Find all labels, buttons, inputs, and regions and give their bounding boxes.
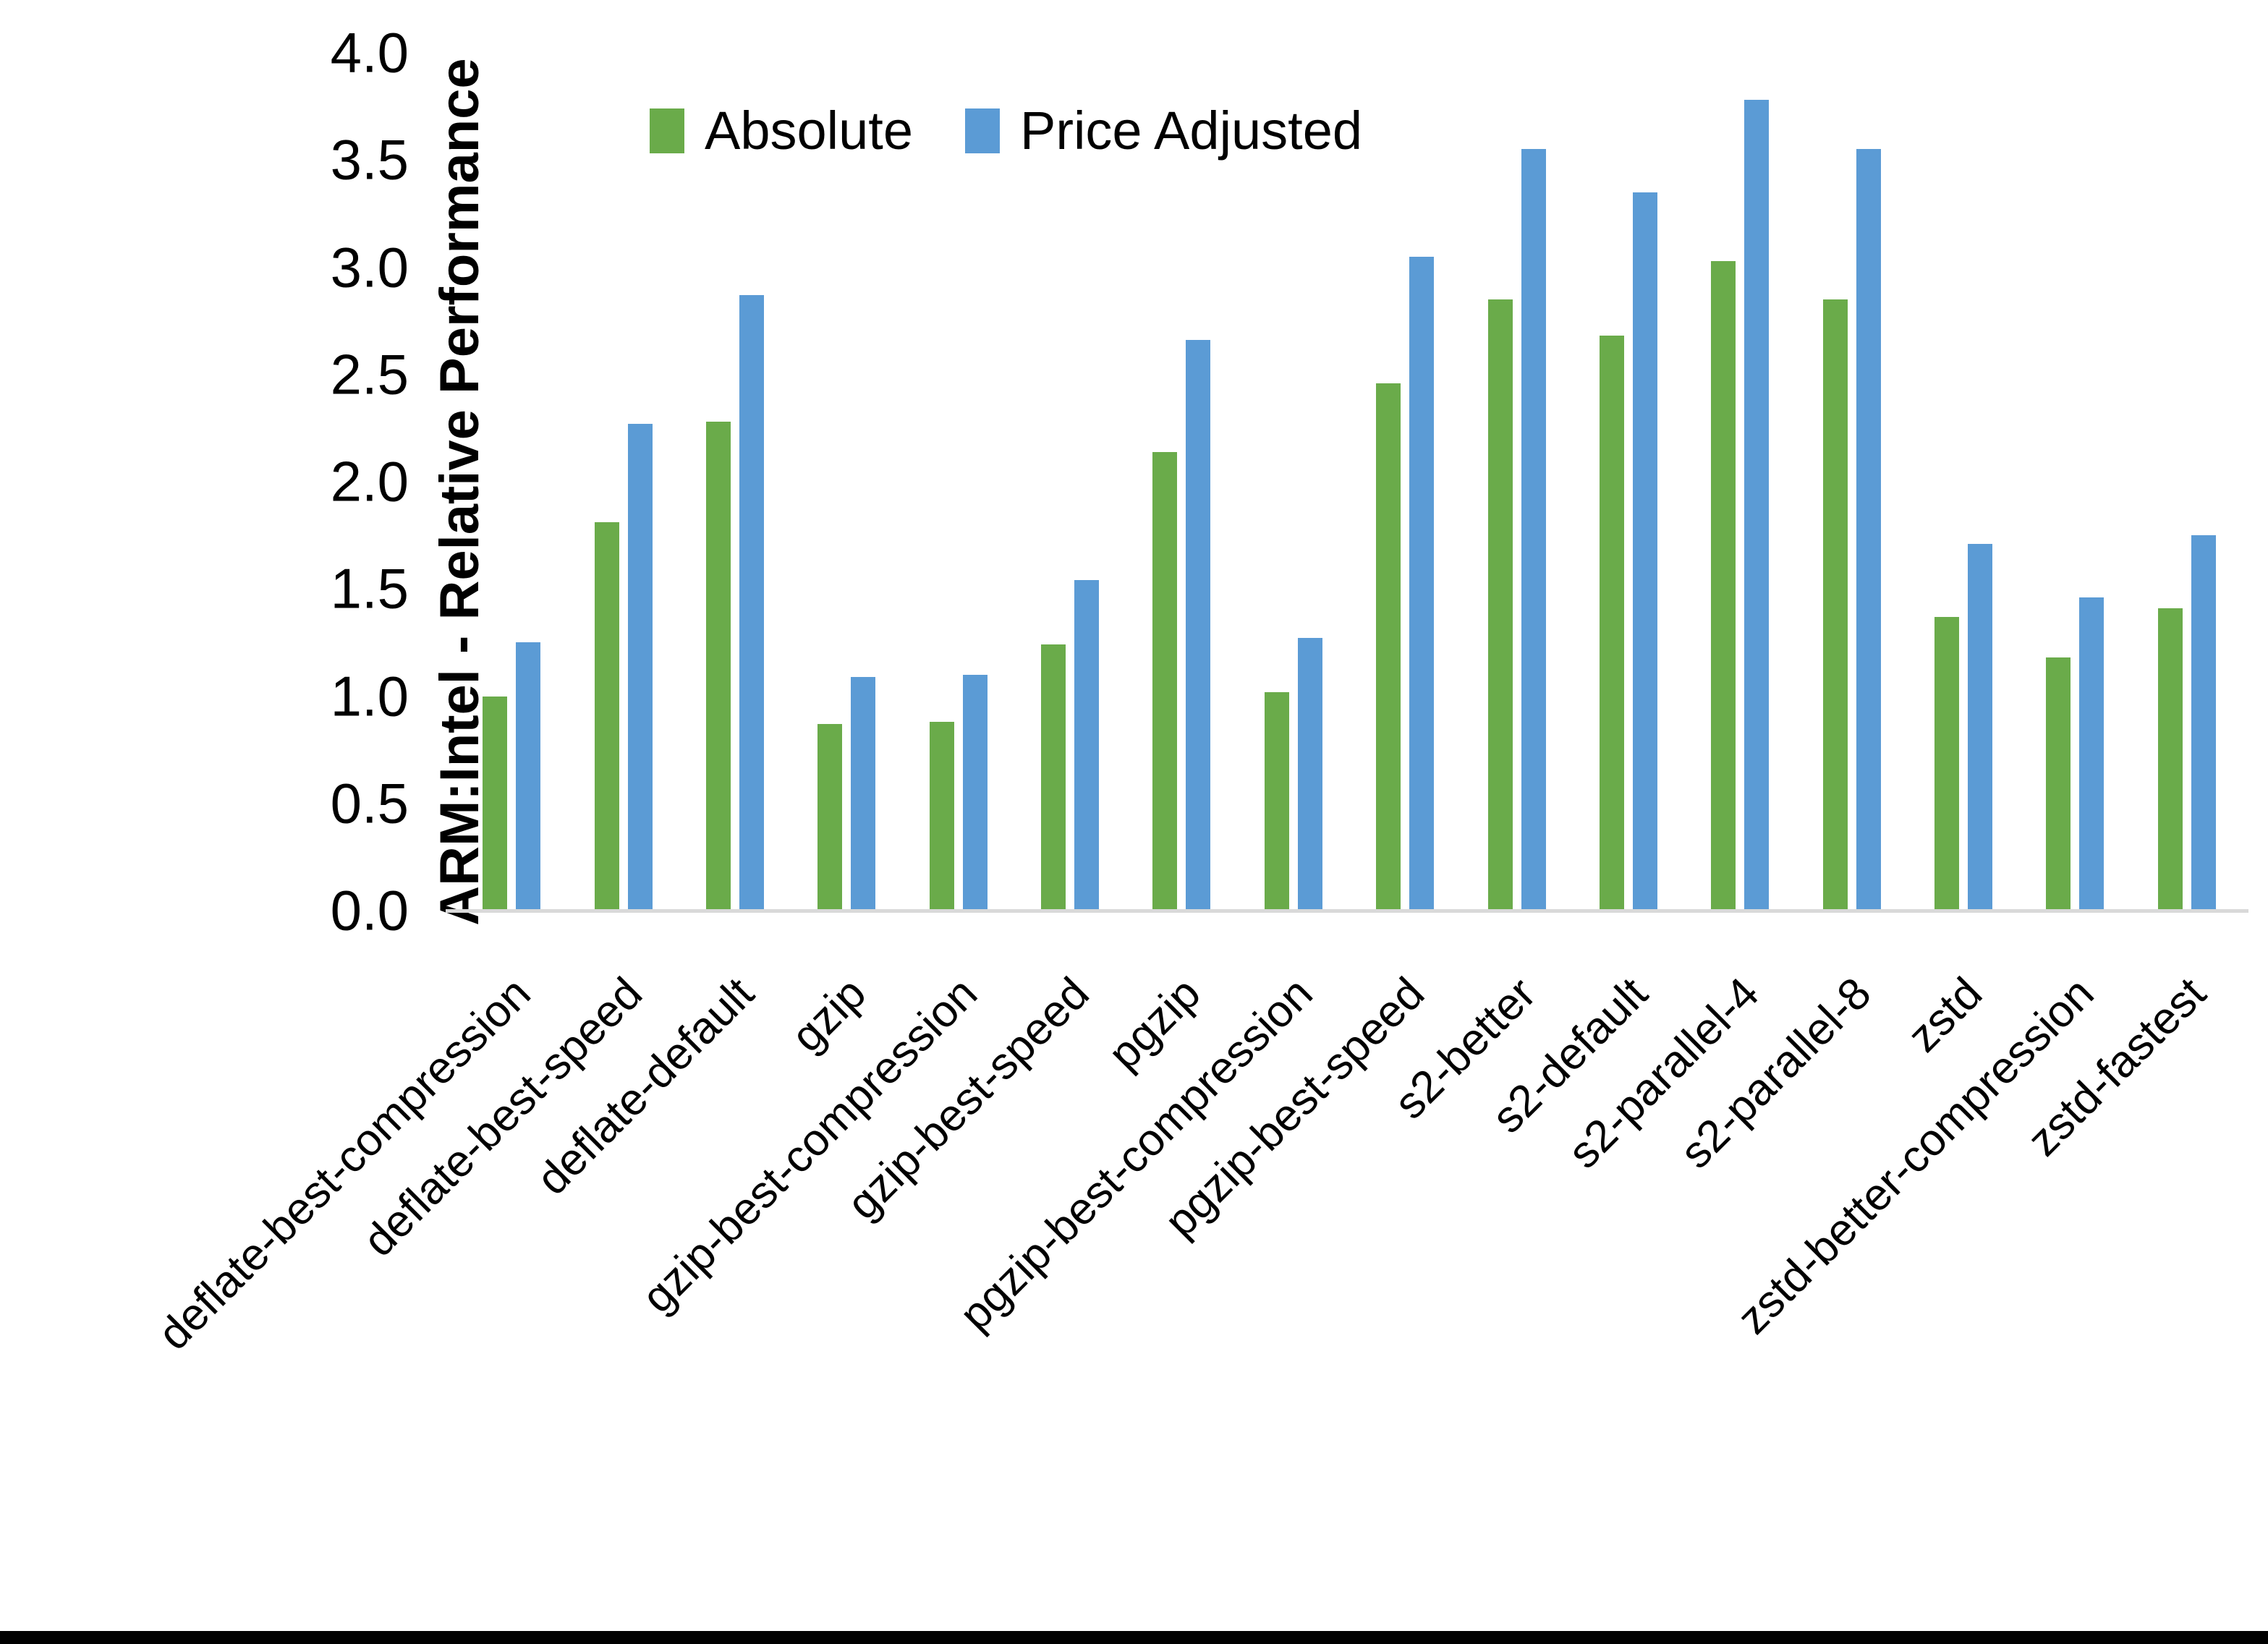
bar-absolute-s2-parallel-8 <box>1822 299 1848 911</box>
bar-price-adjusted-zstd-better-compression <box>2079 597 2105 911</box>
bar-price-adjusted-gzip-best-speed <box>1074 580 1100 911</box>
bar-group-s2-parallel-8 <box>1796 53 1908 911</box>
bar-absolute-s2-parallel-4 <box>1711 260 1736 911</box>
y-tick-label: 2.5 <box>330 342 409 406</box>
bar-absolute-deflate-best-speed <box>594 522 619 911</box>
bar-absolute-zstd <box>1934 616 1960 911</box>
bar-price-adjusted-pgzip-best-speed <box>1409 256 1435 911</box>
bar-price-adjusted-s2-parallel-4 <box>1744 100 1770 911</box>
bar-absolute-pgzip-best-compression <box>1264 691 1289 911</box>
legend-label-price-adjusted: Price Adjusted <box>1019 101 1363 161</box>
bar-price-adjusted-zstd <box>1968 544 1993 911</box>
y-tick-label: 0.5 <box>330 771 409 835</box>
y-tick-label: 3.5 <box>330 127 409 192</box>
bar-group-s2-better <box>1461 53 1572 911</box>
bar-plot-area <box>456 53 2243 911</box>
bar-absolute-zstd-better-compression <box>2046 657 2071 911</box>
legend-swatch-absolute <box>650 108 684 153</box>
bar-price-adjusted-gzip <box>851 676 876 911</box>
bar-group-pgzip-best-speed <box>1349 53 1461 911</box>
legend: Absolute Price Adjusted <box>650 100 1362 161</box>
bar-price-adjusted-deflate-default <box>739 295 764 911</box>
window-bottom-border <box>0 1631 2268 1644</box>
bar-absolute-deflate-default <box>705 421 731 911</box>
y-tick-label: 0.0 <box>330 878 409 942</box>
bar-absolute-pgzip-best-speed <box>1376 383 1401 911</box>
bar-group-zstd-better-compression <box>2019 53 2131 911</box>
bar-absolute-deflate-best-compression <box>483 696 508 911</box>
legend-item-price-adjusted: Price Adjusted <box>964 100 1363 161</box>
bar-group-gzip-best-speed <box>1014 53 1126 911</box>
bar-price-adjusted-zstd-fastest <box>2191 535 2216 911</box>
legend-item-absolute: Absolute <box>650 100 913 161</box>
y-tick-label: 4.0 <box>330 20 409 85</box>
x-label-zstd: zstd <box>1898 968 1992 1062</box>
bar-group-deflate-best-compression <box>456 53 567 911</box>
y-tick-label: 2.0 <box>330 449 409 514</box>
bar-absolute-s2-better <box>1487 299 1513 911</box>
bar-absolute-pgzip <box>1152 451 1178 911</box>
bar-absolute-s2-default <box>1599 336 1624 911</box>
bar-absolute-zstd-fastest <box>2157 608 2183 911</box>
bar-group-gzip <box>791 53 902 911</box>
bar-absolute-gzip-best-compression <box>929 722 954 911</box>
x-axis-line <box>446 909 2248 913</box>
bar-absolute-gzip <box>817 724 843 911</box>
legend-swatch-price-adjusted <box>964 108 1000 153</box>
bar-group-s2-default <box>1573 53 1684 911</box>
bar-group-zstd-fastest <box>2131 53 2243 911</box>
bar-price-adjusted-s2-parallel-8 <box>1856 149 1881 911</box>
bar-group-pgzip <box>1126 53 1237 911</box>
y-tick-label: 1.0 <box>330 664 409 728</box>
bar-price-adjusted-pgzip <box>1186 340 1211 911</box>
bar-group-deflate-best-speed <box>567 53 679 911</box>
bar-group-zstd <box>1908 53 2019 911</box>
bar-price-adjusted-gzip-best-compression <box>962 674 988 911</box>
y-tick-label: 1.5 <box>330 556 409 621</box>
bar-price-adjusted-s2-default <box>1632 192 1657 911</box>
bar-price-adjusted-s2-better <box>1521 149 1546 911</box>
bar-price-adjusted-deflate-best-compression <box>516 642 541 911</box>
legend-label-absolute: Absolute <box>705 101 913 161</box>
bar-price-adjusted-deflate-best-speed <box>627 423 653 911</box>
bar-group-deflate-default <box>679 53 791 911</box>
bar-group-pgzip-best-compression <box>1238 53 1349 911</box>
bar-group-s2-parallel-4 <box>1684 53 1796 911</box>
bar-price-adjusted-pgzip-best-compression <box>1297 638 1322 911</box>
x-label-gzip: gzip <box>781 968 875 1062</box>
y-tick-label: 3.0 <box>330 235 409 299</box>
bar-group-gzip-best-compression <box>903 53 1014 911</box>
bar-absolute-gzip-best-speed <box>1041 644 1066 911</box>
